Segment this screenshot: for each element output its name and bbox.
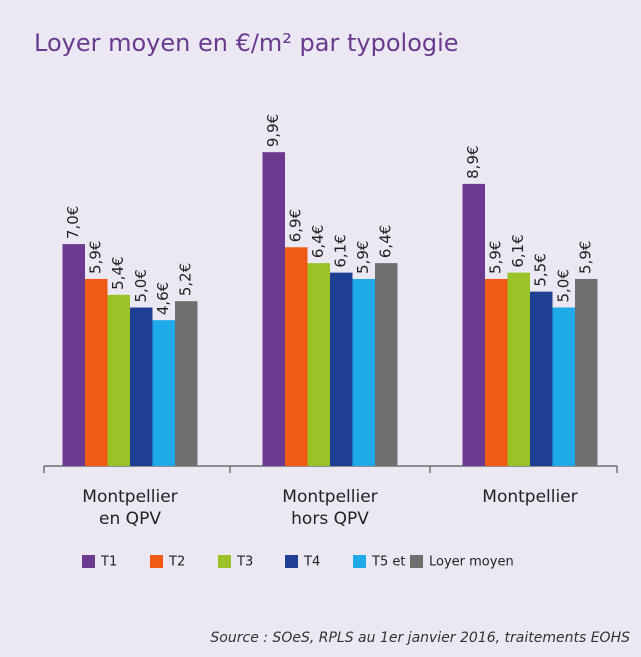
data-label: 8,9€: [464, 145, 482, 178]
x-tick-label: Montpellier hors QPV: [282, 487, 378, 529]
bar: [330, 272, 353, 466]
bar: [485, 278, 508, 466]
data-label: 5,9€: [354, 241, 372, 274]
data-label: 6,1€: [332, 234, 350, 267]
data-label: 9,9€: [264, 114, 282, 147]
data-label: 5,0€: [554, 269, 572, 302]
data-label: 5,5€: [532, 253, 550, 286]
chart-title: Loyer moyen en €/m² par typologie: [34, 29, 459, 57]
data-label: 7,0€: [64, 206, 82, 239]
data-label: 6,1€: [509, 234, 527, 267]
bar: [130, 307, 153, 466]
legend-label: T3: [236, 555, 253, 570]
bar: [262, 152, 285, 467]
legend-swatch: [150, 555, 163, 568]
legend-swatch: [353, 555, 366, 568]
bar: [85, 278, 108, 466]
data-label: 5,0€: [132, 269, 150, 302]
bar: [375, 263, 398, 466]
legend-label: T4: [303, 555, 320, 570]
legend-label: T2: [168, 555, 185, 570]
bar: [507, 272, 530, 466]
bar: [307, 263, 330, 466]
data-label: 5,4€: [109, 256, 127, 289]
legend-label: T1: [100, 555, 117, 570]
legend-swatch: [82, 555, 95, 568]
data-label: 6,4€: [309, 225, 327, 258]
data-label: 5,9€: [487, 241, 505, 274]
bar: [152, 320, 175, 466]
legend-swatch: [218, 555, 231, 568]
bar: [575, 278, 598, 466]
bar: [352, 278, 375, 466]
data-label: 6,9€: [287, 209, 305, 242]
legend-swatch: [410, 555, 423, 568]
x-tick-label: Montpellier en QPV: [82, 487, 178, 529]
source: Source : SOeS, RPLS au 1er janvier 2016,…: [210, 630, 630, 646]
bar: [107, 294, 130, 466]
legend-label: T5 et +: [371, 555, 420, 570]
data-label: 5,9€: [577, 241, 595, 274]
bar: [62, 244, 85, 466]
x-tick-label: Montpellier: [482, 487, 578, 507]
bar: [552, 307, 575, 466]
bar: [462, 183, 485, 466]
data-label: 5,9€: [87, 241, 105, 274]
data-label: 4,6€: [154, 282, 172, 315]
bar: [530, 291, 553, 466]
data-label: 6,4€: [377, 225, 395, 258]
bar: [175, 301, 198, 466]
data-label: 5,2€: [177, 263, 195, 296]
legend-label: Loyer moyen: [429, 555, 514, 570]
legend-swatch: [285, 555, 298, 568]
bar: [285, 247, 308, 466]
